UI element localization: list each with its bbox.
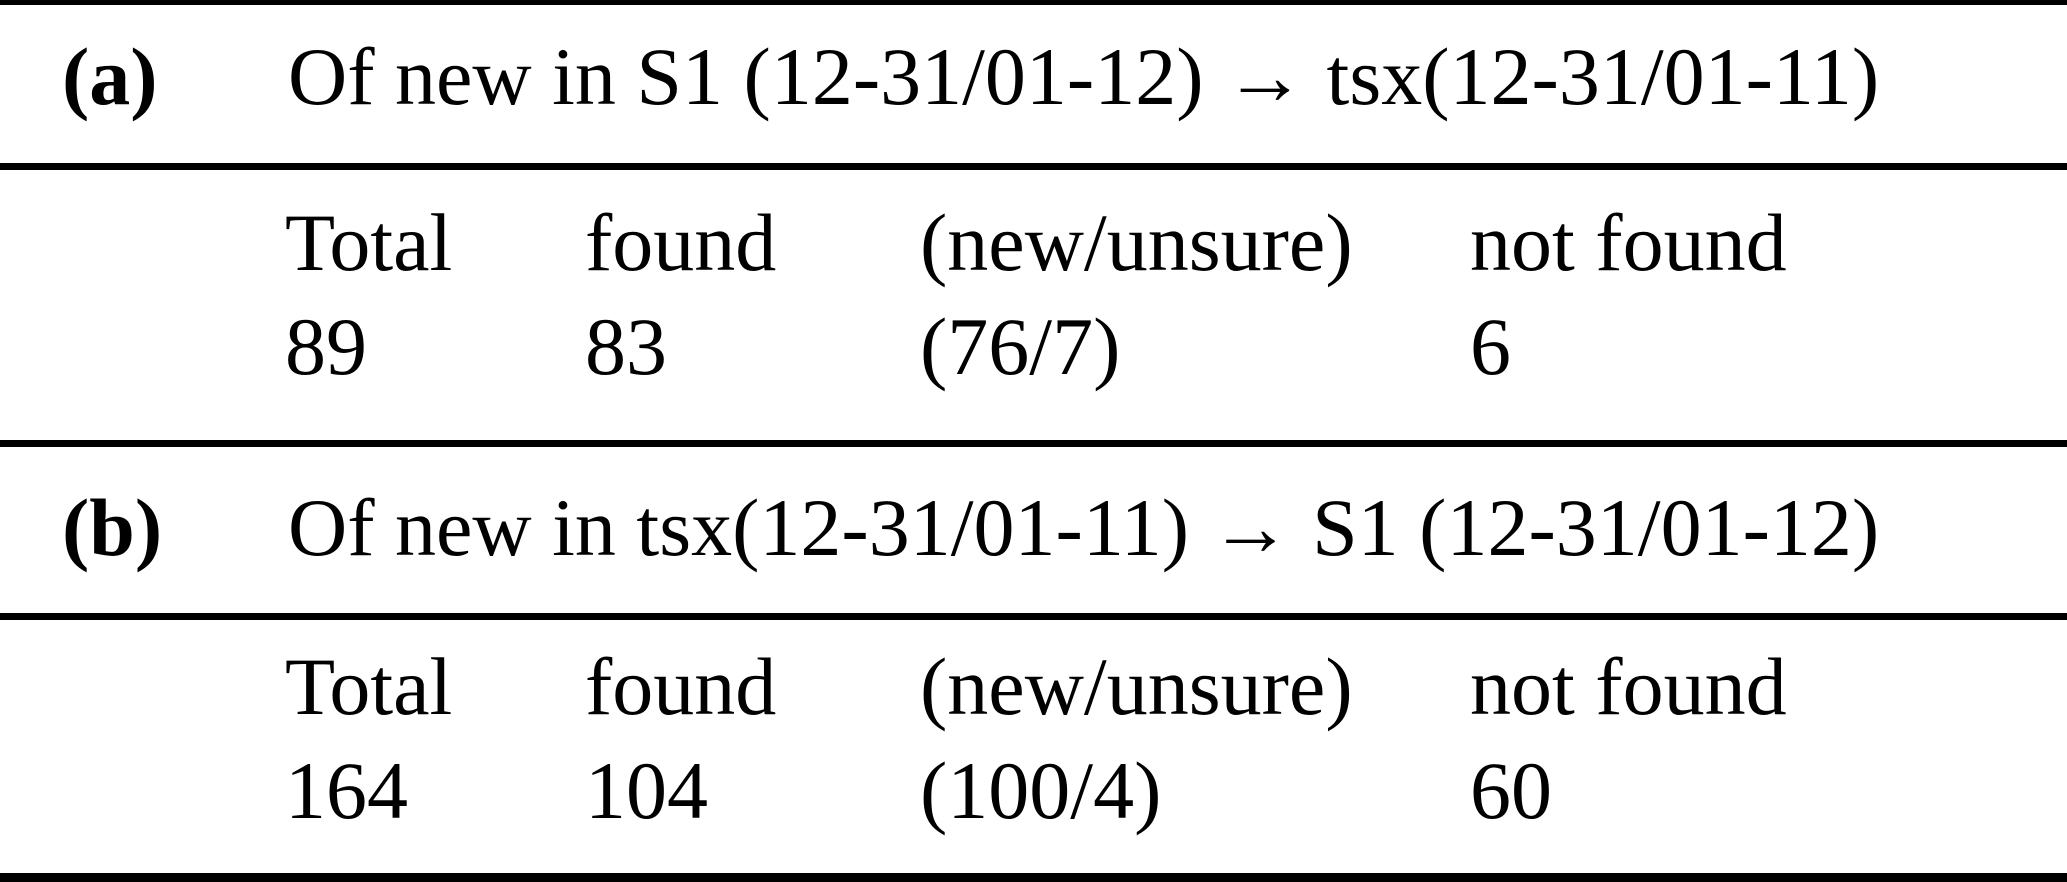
section-b-value-found: 104 <box>585 745 708 836</box>
section-a-value-new-unsure: (76/7) <box>920 301 1121 392</box>
section-b-label: (b) <box>62 482 163 573</box>
section-a-header-row: Total found (new/unsure) not found <box>0 190 2067 296</box>
section-b-col-header-total: Total <box>285 641 453 732</box>
table-top-rule <box>0 0 2067 5</box>
section-b-value-not-found: 60 <box>1470 745 1552 836</box>
section-a-value-not-found: 6 <box>1470 301 1511 392</box>
section-b-title: Of new in tsx(12-31/01-11) → S1 (12-31/0… <box>288 482 1880 573</box>
section-b-value-total: 164 <box>285 745 408 836</box>
section-a-header-rule <box>0 163 2067 170</box>
section-a-col-header-not-found: not found <box>1470 197 1787 288</box>
table-bottom-rule <box>0 873 2067 882</box>
section-a-col-header-total: Total <box>285 197 453 288</box>
section-b-col-header-found: found <box>585 641 777 732</box>
section-b-header-row: Total found (new/unsure) not found <box>0 634 2067 740</box>
section-separator-rule <box>0 440 2067 447</box>
section-b-data-row: 164 104 (100/4) 60 <box>0 738 2067 844</box>
section-b-title-row: (b) Of new in tsx(12-31/01-11) → S1 (12-… <box>0 475 2067 581</box>
section-a-col-header-found: found <box>585 197 777 288</box>
section-b-col-header-new-unsure: (new/unsure) <box>920 641 1353 732</box>
section-a-title-row: (a) Of new in S1 (12-31/01-12) → tsx(12-… <box>0 24 2067 130</box>
section-a-title: Of new in S1 (12-31/01-12) → tsx(12-31/0… <box>288 31 1880 122</box>
section-a-label: (a) <box>62 31 158 122</box>
section-a-data-row: 89 83 (76/7) 6 <box>0 294 2067 400</box>
section-b-header-rule <box>0 613 2067 620</box>
section-b-col-header-not-found: not found <box>1470 641 1787 732</box>
section-a-value-total: 89 <box>285 301 367 392</box>
section-a-value-found: 83 <box>585 301 667 392</box>
section-a-col-header-new-unsure: (new/unsure) <box>920 197 1353 288</box>
section-b-value-new-unsure: (100/4) <box>920 745 1162 836</box>
